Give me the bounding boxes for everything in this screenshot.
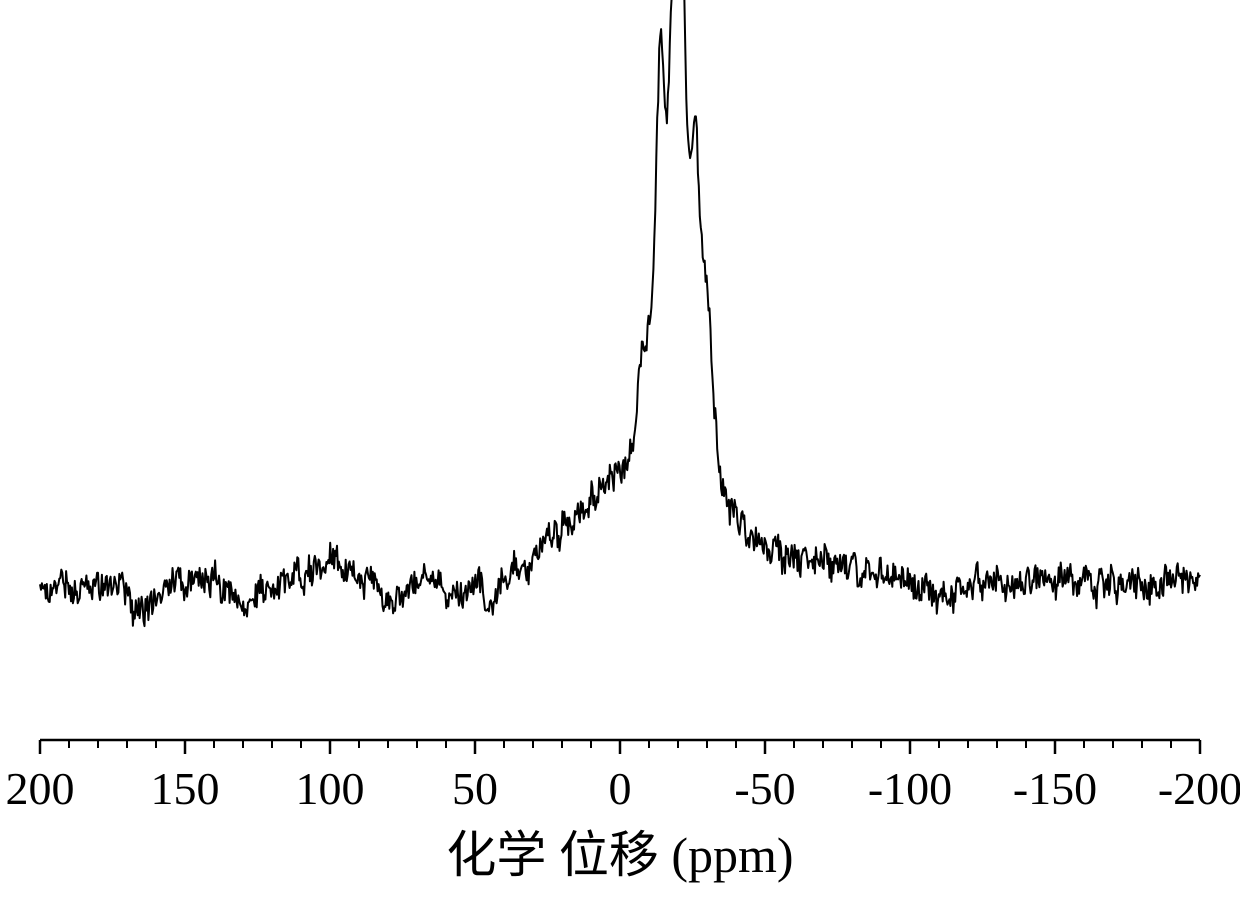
x-axis-label: 化学 位移 (ppm): [446, 827, 793, 883]
chart-svg: 200 150 100 50 0 -50 -100 -150 -200 化学 位移 (ppm): [0, 0, 1240, 917]
spectrum-line: [40, 0, 1200, 626]
x-axis: 200 150 100 50 0 -50 -100 -150 -200: [6, 740, 1240, 814]
x-tick-label: -200: [1158, 763, 1240, 814]
x-tick-label: -150: [1013, 763, 1097, 814]
nmr-spectrum-chart: 200 150 100 50 0 -50 -100 -150 -200 化学 位移 (ppm): [0, 0, 1240, 917]
x-tick-label: 200: [6, 763, 75, 814]
x-tick-label: -100: [868, 763, 952, 814]
x-tick-label: 100: [296, 763, 365, 814]
x-tick-label: 0: [609, 763, 632, 814]
x-tick-label: 50: [452, 763, 498, 814]
x-tick-label: -50: [734, 763, 795, 814]
x-tick-label: 150: [151, 763, 220, 814]
